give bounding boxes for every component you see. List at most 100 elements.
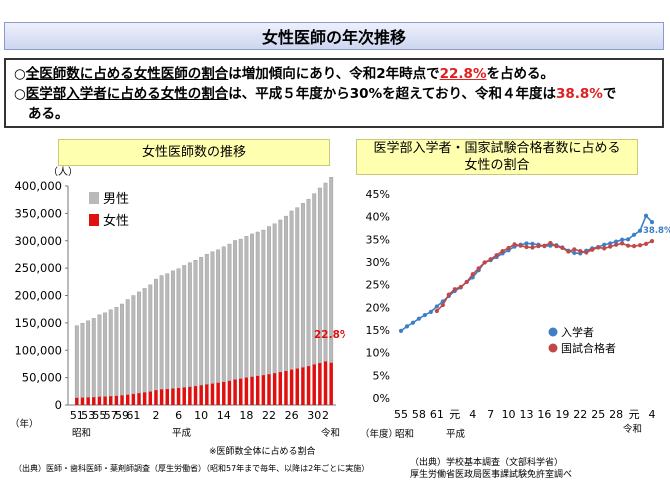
right-x-tick-label: 元 <box>449 408 460 421</box>
bar-female <box>103 396 107 405</box>
left-chart-labels: 0 50,000 100,000 150,000 200,000 250,000 300,0… <box>14 179 329 422</box>
right-x-tick-label: 28 <box>609 408 623 421</box>
left-x-tick-label: 22 <box>262 409 276 422</box>
exam-point <box>578 249 583 254</box>
exam-point <box>434 308 439 314</box>
bar-female <box>199 385 203 405</box>
bar-female <box>148 391 153 405</box>
summary-line-1: ○全医師数に占める女性医師の割合は増加傾向にあり、令和2年時点で22.8%を占め… <box>14 64 654 84</box>
bar-female <box>216 382 220 405</box>
bar-male <box>284 215 288 372</box>
right-era-heisei: 平成 <box>446 428 466 440</box>
bar-male <box>137 291 141 394</box>
bar-female <box>210 383 215 405</box>
right-y-tick-label: 15% <box>366 324 390 337</box>
enrollment-point <box>631 232 637 237</box>
bar-male <box>317 187 322 364</box>
exam-point <box>482 260 487 265</box>
right-x-tick-label: 4 <box>469 408 476 421</box>
bar-female <box>329 362 333 405</box>
left-y-tick-label: 50,000 <box>22 371 62 385</box>
exam-point <box>506 245 511 251</box>
bar-male <box>80 323 85 398</box>
enrollment-point <box>434 304 439 309</box>
bar-female <box>244 377 249 405</box>
left-x-tick-label: 18 <box>239 409 253 422</box>
bar-male <box>154 278 158 391</box>
bar-female <box>193 386 198 405</box>
right-x-tick-label: 55 <box>394 408 408 421</box>
enrollment-point <box>422 312 428 318</box>
legend-label-male: 男性 <box>103 192 129 207</box>
left-chart-title: 女性医師数の推移 <box>58 139 330 166</box>
female-share-annotation-value: 22.8% <box>314 329 345 341</box>
bar-female <box>205 384 209 405</box>
bar-female <box>227 380 232 405</box>
exam-point <box>524 244 529 250</box>
left-x-tick-label: 30 <box>307 409 321 422</box>
exam-point <box>631 244 637 249</box>
right-chart-labels: 0%5%10%15%20%25%30%35%40%45%55 58 61 元 4 7 10 1… <box>366 188 656 421</box>
left-x-tick-label: 2 <box>322 409 329 422</box>
enrollment-point <box>602 242 607 247</box>
left-chart-bars <box>74 177 334 405</box>
left-chart-x-unit: （年） <box>10 418 39 430</box>
left-x-tick-label: 61 <box>126 409 140 422</box>
bar-male <box>74 325 79 399</box>
bar-female <box>176 388 181 405</box>
right-chart-source-2: 厚生労働省医政局医事課試験免許室調べ <box>410 470 573 480</box>
enrollment-point <box>649 220 655 225</box>
right-y-tick-label: 40% <box>366 211 390 224</box>
exam-line <box>436 240 653 312</box>
left-era-heisei: 平成 <box>172 427 192 439</box>
bar-female <box>188 386 192 405</box>
right-x-tick-label: 19 <box>555 408 569 421</box>
summary-box: ○全医師数に占める女性医師の割合は増加傾向にあり、令和2年時点で22.8%を占め… <box>4 58 664 128</box>
bar-male <box>221 246 226 383</box>
right-x-tick-label: 7 <box>487 408 494 421</box>
bar-female <box>86 397 90 405</box>
left-y-tick-label: 300,000 <box>14 234 62 248</box>
left-y-tick-label: 250,000 <box>14 261 62 275</box>
page-title: 女性医師の年次推移 <box>4 22 664 50</box>
left-chart-y-unit: （人） <box>48 166 78 178</box>
bar-male <box>148 284 153 392</box>
left-x-tick-label: 10 <box>194 409 208 422</box>
right-y-tick-label: 0% <box>373 392 390 405</box>
bar-male <box>233 240 238 380</box>
right-chart-legend: 入学者 国試合格者 <box>548 325 616 355</box>
bar-female <box>97 396 102 405</box>
right-x-tick-label: 4 <box>649 408 656 421</box>
right-y-tick-label: 35% <box>366 233 390 246</box>
summary-middle-1: は増加傾向にあり、令和2年時点で <box>228 66 440 82</box>
exam-point <box>542 243 547 248</box>
exam-point <box>452 287 457 292</box>
exam-point <box>649 239 655 244</box>
bar-female <box>289 369 294 405</box>
bar-female <box>80 397 85 405</box>
left-era-showa: 昭和 <box>72 428 91 439</box>
bar-male <box>182 265 187 388</box>
left-x-tick-label: 26 <box>285 409 299 422</box>
bar-female <box>318 363 322 405</box>
bar-male <box>267 226 271 375</box>
legend-marker-exam <box>548 343 558 353</box>
bar-female <box>267 374 271 405</box>
enrollment-point <box>530 241 535 246</box>
left-y-tick-label: 100,000 <box>14 343 62 357</box>
bar-male <box>278 219 283 373</box>
legend-label-enrollment: 入学者 <box>561 325 594 339</box>
left-x-tick-label: 53 <box>81 409 95 422</box>
enrollment-point <box>637 228 643 233</box>
bar-male <box>91 318 96 398</box>
bar-female <box>272 373 277 405</box>
enrollment-point <box>404 324 410 329</box>
bar-male <box>204 253 209 385</box>
legend-label-exam: 国試合格者 <box>561 341 616 355</box>
bar-male <box>187 262 192 388</box>
bar-male <box>159 275 164 390</box>
enrollment-point <box>416 316 422 321</box>
bar-female <box>165 389 170 405</box>
summary-underlined-2: 医学部入学者に占める女性の割合 <box>25 86 229 102</box>
exam-point <box>560 245 565 251</box>
